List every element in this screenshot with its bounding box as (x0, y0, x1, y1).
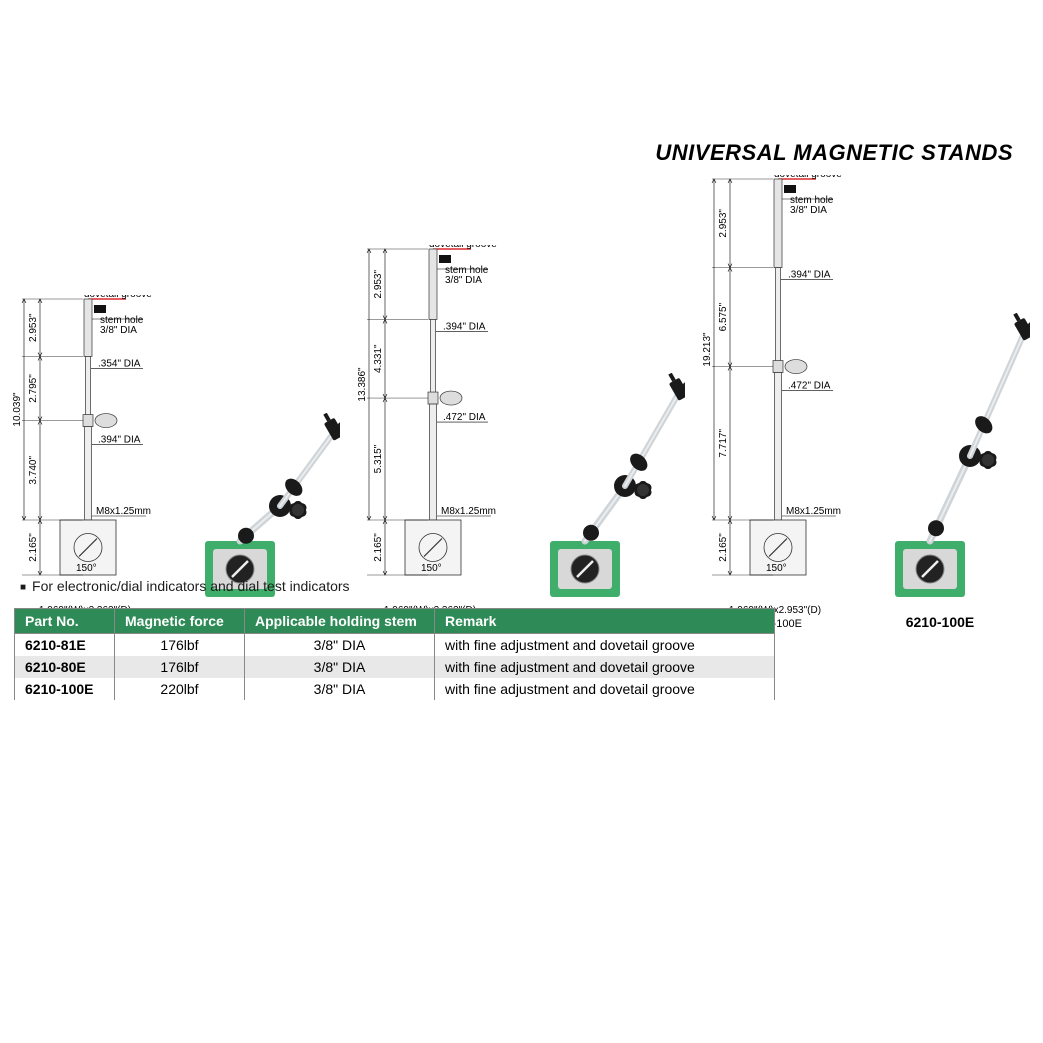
table-cell: 6210-100E (15, 678, 115, 700)
svg-text:10.039": 10.039" (12, 392, 23, 427)
table-header: Applicable holding stem (245, 609, 435, 634)
schematic-6210-80E: dovetail groovestem hole3/8" DIA.394" DI… (355, 245, 505, 630)
svg-text:150°: 150° (421, 563, 442, 574)
product-block-6210-100E: dovetail groovestem hole3/8" DIA.394" DI… (700, 175, 1030, 630)
table-cell: 3/8" DIA (245, 634, 435, 657)
table-cell: 176lbf (115, 634, 245, 657)
table-cell: 6210-81E (15, 634, 115, 657)
svg-text:2.953": 2.953" (28, 313, 39, 342)
table-body: 6210-81E176lbf3/8" DIAwith fine adjustme… (15, 634, 775, 701)
svg-text:dovetail groove: dovetail groove (429, 245, 497, 250)
product-block-6210-80E: dovetail groovestem hole3/8" DIA.394" DI… (355, 175, 685, 630)
svg-text:5.315": 5.315" (373, 444, 384, 473)
note-text: For electronic/dial indicators and dial … (20, 578, 350, 594)
svg-text:4.331": 4.331" (373, 344, 384, 373)
svg-text:2.165": 2.165" (373, 533, 384, 562)
spec-table: Part No.Magnetic forceApplicable holding… (14, 608, 775, 700)
schematic-6210-100E: dovetail groovestem hole3/8" DIA.394" DI… (700, 175, 850, 630)
product-photo (850, 313, 1030, 606)
table-cell: 3/8" DIA (245, 678, 435, 700)
svg-text:3/8" DIA: 3/8" DIA (100, 325, 137, 336)
page-title: UNIVERSAL MAGNETIC STANDS (655, 140, 1013, 166)
photo-block-6210-81E: 6210-81E (160, 413, 340, 630)
product-photo (505, 373, 685, 606)
svg-text:2.165": 2.165" (28, 533, 39, 562)
svg-text:3/8" DIA: 3/8" DIA (445, 275, 482, 286)
photo-block-6210-100E: 6210-100E (850, 313, 1030, 630)
table-cell: 6210-80E (15, 656, 115, 678)
svg-text:M8x1.25mm: M8x1.25mm (96, 506, 151, 517)
table-cell: 3/8" DIA (245, 656, 435, 678)
table-header: Remark (435, 609, 775, 634)
svg-text:M8x1.25mm: M8x1.25mm (786, 506, 841, 517)
table-row: 6210-81E176lbf3/8" DIAwith fine adjustme… (15, 634, 775, 657)
table-cell: with fine adjustment and dovetail groove (435, 634, 775, 657)
svg-text:M8x1.25mm: M8x1.25mm (441, 506, 496, 517)
table-header: Part No. (15, 609, 115, 634)
svg-text:2.165": 2.165" (718, 533, 729, 562)
photo-model-label: 6210-100E (906, 614, 975, 630)
svg-text:6.575": 6.575" (718, 302, 729, 331)
table-head: Part No.Magnetic forceApplicable holding… (15, 609, 775, 634)
svg-text:.354" DIA: .354" DIA (98, 358, 141, 369)
svg-text:.394" DIA: .394" DIA (98, 435, 141, 446)
svg-text:.472" DIA: .472" DIA (788, 381, 831, 392)
svg-text:13.386": 13.386" (357, 367, 368, 402)
table-cell: 220lbf (115, 678, 245, 700)
svg-text:3.740": 3.740" (28, 456, 39, 485)
svg-text:2.795": 2.795" (28, 374, 39, 403)
photo-block-6210-80E: 6210-80E (505, 373, 685, 630)
table-row: 6210-100E220lbf3/8" DIAwith fine adjustm… (15, 678, 775, 700)
svg-text:150°: 150° (766, 563, 787, 574)
svg-text:2.953": 2.953" (718, 209, 729, 238)
svg-text:3/8" DIA: 3/8" DIA (790, 205, 827, 216)
svg-text:.472" DIA: .472" DIA (443, 412, 486, 423)
svg-text:19.213": 19.213" (702, 332, 713, 367)
svg-text:2.953": 2.953" (373, 269, 384, 298)
product-block-6210-81E: dovetail groovestem hole3/8" DIA.354" DI… (10, 175, 340, 630)
svg-text:dovetail groove: dovetail groove (84, 295, 152, 300)
table-header: Magnetic force (115, 609, 245, 634)
table-row: 6210-80E176lbf3/8" DIAwith fine adjustme… (15, 656, 775, 678)
svg-text:.394" DIA: .394" DIA (788, 270, 831, 281)
svg-text:dovetail groove: dovetail groove (774, 175, 842, 180)
svg-text:.394" DIA: .394" DIA (443, 321, 486, 332)
table-cell: with fine adjustment and dovetail groove (435, 656, 775, 678)
svg-text:7.717": 7.717" (718, 429, 729, 458)
svg-text:150°: 150° (76, 563, 97, 574)
diagrams-row: dovetail groovestem hole3/8" DIA.354" DI… (10, 175, 1030, 630)
table-cell: with fine adjustment and dovetail groove (435, 678, 775, 700)
table-cell: 176lbf (115, 656, 245, 678)
